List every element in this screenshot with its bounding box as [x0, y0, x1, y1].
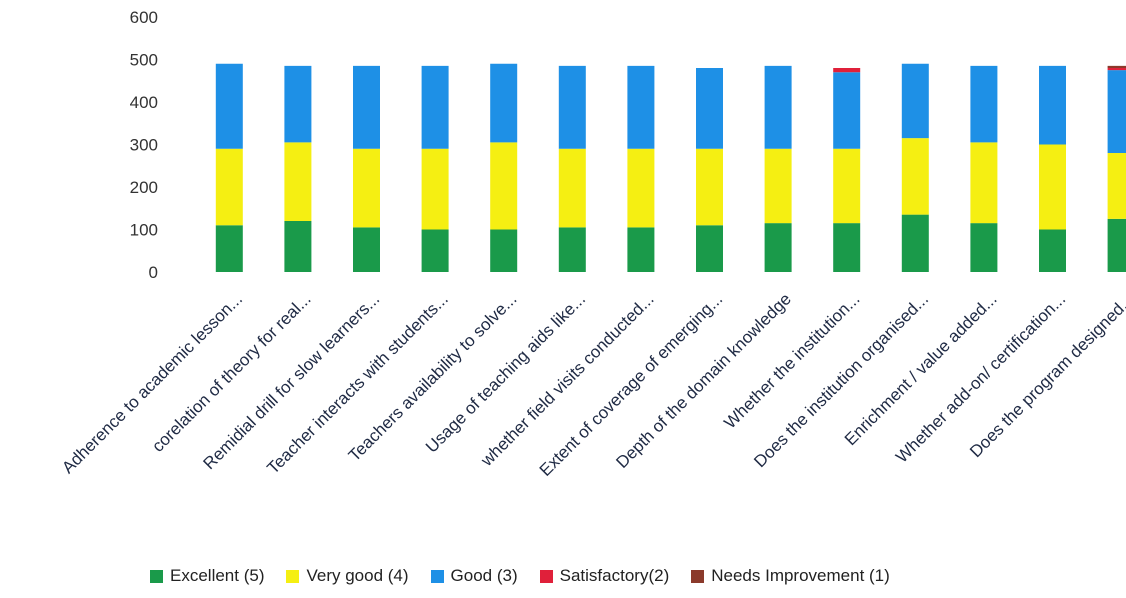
bar-segment: [1039, 144, 1066, 230]
bar-segment: [696, 68, 723, 149]
legend-swatch: [150, 569, 163, 583]
bar-segment: [970, 223, 998, 272]
bar-segment: [970, 142, 998, 224]
bar-segment: [627, 227, 655, 272]
bar-segment: [627, 65, 655, 149]
bar-segment: [901, 63, 929, 139]
y-tick-label: 100: [130, 221, 158, 240]
bar-segment: [833, 68, 861, 73]
x-category-label: Whether the institution...: [720, 289, 863, 432]
legend-item: Good (3): [430, 566, 518, 586]
bar-segment: [421, 65, 449, 149]
bar-segment: [833, 223, 861, 272]
bar-segment: [1107, 153, 1126, 219]
bar-segment: [353, 148, 380, 228]
bar-segment: [833, 148, 861, 224]
bar-segment: [1039, 229, 1066, 272]
x-axis: Adherence to academic lesson...corelatio…: [58, 289, 1126, 480]
legend: Excellent (5) Very good (4) Good (3) Satisf…: [150, 562, 890, 590]
legend-swatch: [539, 569, 553, 583]
legend-swatch: [430, 569, 444, 583]
bar-segment: [421, 148, 449, 230]
bar-segment: [1107, 68, 1126, 71]
bar-segment: [284, 221, 312, 272]
y-tick-label: 0: [149, 263, 158, 282]
bar-segment: [627, 148, 655, 228]
bar-segment: [764, 223, 792, 272]
bar-segment: [1039, 65, 1066, 145]
legend-item: Needs Improvement (1): [691, 566, 890, 586]
bar-segment: [558, 227, 586, 272]
bar-segment: [1107, 70, 1126, 153]
bar-segment: [421, 229, 449, 272]
y-axis: 0 100 200 300 400 500 600: [130, 8, 158, 282]
bar-segment: [215, 148, 243, 226]
y-tick-label: 500: [130, 51, 158, 70]
bar-segment: [901, 214, 929, 272]
bar-segment: [764, 65, 792, 149]
y-tick-label: 400: [130, 93, 158, 112]
bar-stacks: [215, 63, 1126, 272]
bar-segment: [490, 63, 518, 143]
bar-segment: [1107, 218, 1126, 272]
bar-segment: [353, 227, 380, 272]
legend-label: Satisfactory(2): [559, 566, 670, 585]
bar-segment: [490, 229, 518, 272]
bar-segment: [215, 63, 243, 149]
bar-segment: [970, 65, 998, 143]
bar-segment: [764, 148, 792, 224]
legend-item: Satisfactory(2): [539, 566, 670, 586]
bar-segment: [284, 142, 312, 221]
bar-segment: [696, 148, 723, 226]
bar-segment: [1107, 65, 1126, 68]
bar-segment: [558, 65, 586, 149]
bar-segment: [901, 138, 929, 215]
legend-swatch: [691, 569, 705, 583]
legend-label: Excellent (5): [170, 566, 265, 585]
legend-label: Needs Improvement (1): [711, 566, 890, 585]
stacked-bar-chart: 0 100 200 300 400 500 600 Adherence to academi…: [58, 8, 1126, 480]
y-tick-label: 600: [130, 8, 158, 27]
bar-segment: [558, 148, 586, 228]
bar-segment: [490, 142, 518, 230]
legend-item: Very good (4): [286, 566, 409, 586]
bar-segment: [215, 225, 243, 272]
legend-label: Good (3): [450, 566, 518, 585]
legend-label: Very good (4): [306, 566, 409, 585]
bar-segment: [284, 65, 312, 143]
legend-swatch: [286, 569, 300, 583]
bar-segment: [833, 72, 861, 149]
bar-segment: [696, 225, 723, 272]
bar-segment: [353, 65, 380, 149]
y-tick-label: 200: [130, 178, 158, 197]
y-tick-label: 300: [130, 136, 158, 155]
legend-item: Excellent (5): [150, 566, 264, 586]
